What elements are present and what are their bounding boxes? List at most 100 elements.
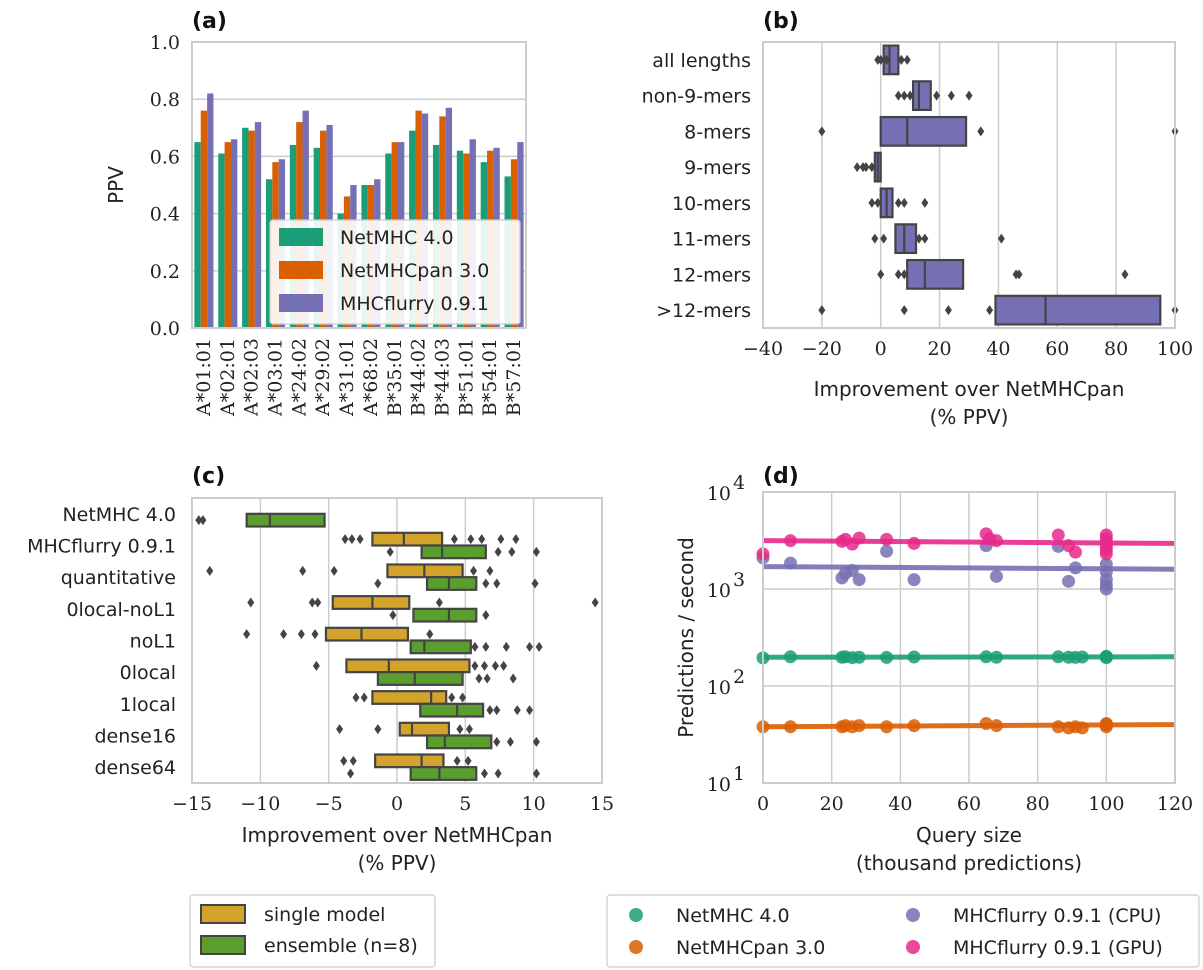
- data-point: [1075, 650, 1089, 664]
- category-label: noL1: [130, 631, 176, 653]
- y-tick-label: 0.2: [150, 261, 180, 283]
- box: [425, 576, 478, 591]
- y-tick-label: 10: [707, 580, 731, 602]
- outlier-point: [900, 269, 908, 280]
- outlier-point: [502, 641, 510, 652]
- x-tick-label: 5: [459, 793, 471, 815]
- x-axis-label: Query size: [916, 823, 1022, 847]
- outlier-point: [868, 197, 876, 208]
- box: [879, 115, 968, 147]
- data-point: [783, 650, 797, 664]
- x-tick-label: 10: [522, 793, 546, 815]
- category-label: 9-mers: [684, 157, 751, 179]
- bar: [230, 139, 238, 328]
- y-tick-exponent: 2: [733, 666, 745, 688]
- panel-a-bar-chart: 0.00.20.40.60.81.0A*01:01 A*02:01 A*02:03 A…: [104, 9, 527, 417]
- x-tick-label: −10: [240, 793, 280, 815]
- box: [906, 258, 965, 290]
- outlier-point: [508, 546, 516, 557]
- x-axis-label: (% PPV): [930, 405, 1009, 429]
- outlier-point: [330, 565, 338, 576]
- outlier-point: [877, 54, 885, 65]
- outlier-point: [535, 641, 543, 652]
- bar: [207, 93, 214, 328]
- outlier-point: [818, 305, 826, 316]
- data-point: [907, 719, 921, 733]
- x-tick-label: 120: [1157, 793, 1193, 815]
- outlier-point: [977, 126, 985, 137]
- outlier-point: [356, 534, 364, 545]
- outlier-point: [874, 197, 882, 208]
- outlier-point: [435, 597, 443, 608]
- panel-b-box-plot: −40 −20 0 20 40 60 80 100 all lengths non-9-mers 8…: [642, 9, 1194, 429]
- data-point: [783, 534, 797, 548]
- outlier-point: [1015, 269, 1023, 280]
- outlier-point: [465, 724, 473, 735]
- outlier-point: [206, 565, 214, 576]
- category-label: NetMHC 4.0: [62, 504, 176, 526]
- y-tick-label: 0.0: [150, 318, 180, 340]
- outlier-point: [453, 755, 461, 766]
- outlier-point: [426, 629, 434, 640]
- x-tick-label: 40: [888, 793, 912, 815]
- outlier-point: [853, 162, 861, 173]
- bar: [194, 142, 201, 328]
- outlier-point: [494, 768, 502, 779]
- x-tick-label: B*54:01: [479, 338, 501, 416]
- outlier-point: [386, 546, 394, 557]
- outlier-point: [470, 565, 478, 576]
- outlier-point: [871, 233, 879, 244]
- x-tick-label: A*03:01: [265, 338, 287, 417]
- outlier-point: [348, 534, 356, 545]
- x-tick-label: 15: [590, 793, 614, 815]
- x-tick-label: 100: [1157, 338, 1193, 360]
- box: [409, 639, 472, 655]
- legend-label: single model: [264, 904, 385, 926]
- x-tick-label: −15: [172, 793, 212, 815]
- bar: [224, 142, 231, 328]
- legend-swatch: [279, 228, 323, 246]
- x-tick-label: −20: [802, 338, 842, 360]
- bar: [445, 107, 453, 328]
- outlier-point: [894, 90, 902, 101]
- outlier-point: [493, 705, 501, 716]
- data-point: [852, 719, 866, 733]
- outlier-point: [471, 641, 479, 652]
- y-tick-exponent: 3: [733, 569, 745, 591]
- x-tick-label: B*44:02: [408, 338, 430, 416]
- x-tick-label: 100: [1088, 793, 1124, 815]
- data-point: [1068, 561, 1082, 575]
- outlier-point: [880, 233, 888, 244]
- bar: [242, 127, 249, 328]
- data-point: [852, 650, 866, 664]
- category-label: dense64: [94, 757, 176, 779]
- outlier-point: [532, 546, 540, 557]
- data-point: [1062, 574, 1076, 588]
- box: [324, 626, 410, 642]
- outlier-point: [491, 660, 499, 671]
- legend-box: [189, 894, 436, 968]
- x-axis-label: Improvement over NetMHCpan: [814, 377, 1125, 401]
- outlier-point: [526, 705, 534, 716]
- panel-label: (b): [763, 9, 799, 34]
- y-tick-label: 10: [707, 774, 731, 796]
- outlier-point: [897, 54, 905, 65]
- category-label: all lengths: [652, 50, 751, 72]
- data-point: [989, 650, 1003, 664]
- y-axis-label: PPV: [104, 166, 128, 204]
- panel-c-box-plot: −15 −10 −5 0 5 10 15 NetMHC 4.0 MHCflurry 0.9.1 q…: [27, 464, 614, 968]
- outlier-point: [308, 597, 316, 608]
- data-point: [1068, 545, 1082, 559]
- x-tick-label: A*31:01: [336, 338, 358, 417]
- outlier-point: [486, 705, 494, 716]
- box: [419, 702, 485, 718]
- plot-frame: [191, 497, 603, 784]
- outlier-point: [483, 673, 491, 684]
- box: [409, 766, 478, 781]
- outlier-point: [349, 755, 357, 766]
- legend-swatch: [279, 261, 323, 279]
- x-tick-label: A*02:03: [241, 338, 263, 417]
- y-tick-label: 0.8: [150, 89, 180, 111]
- data-point: [783, 556, 797, 570]
